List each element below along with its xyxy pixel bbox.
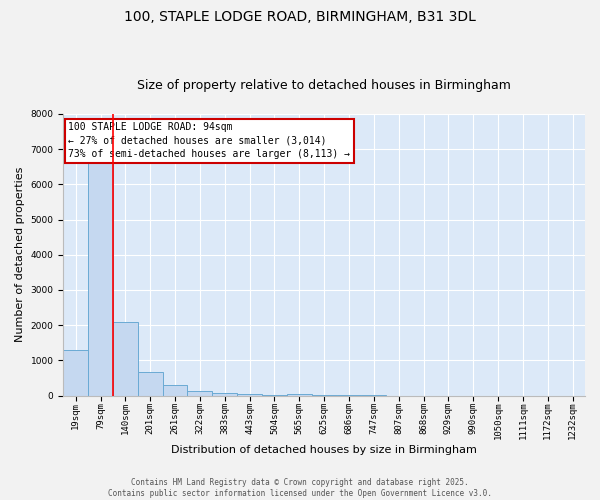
Bar bbox=[63, 350, 88, 396]
Bar bbox=[212, 393, 237, 396]
Bar bbox=[287, 394, 312, 396]
Bar bbox=[113, 322, 138, 396]
Text: 100, STAPLE LODGE ROAD, BIRMINGHAM, B31 3DL: 100, STAPLE LODGE ROAD, BIRMINGHAM, B31 … bbox=[124, 10, 476, 24]
Title: Size of property relative to detached houses in Birmingham: Size of property relative to detached ho… bbox=[137, 79, 511, 92]
Text: Contains HM Land Registry data © Crown copyright and database right 2025.
Contai: Contains HM Land Registry data © Crown c… bbox=[108, 478, 492, 498]
Bar bbox=[138, 372, 163, 396]
Bar bbox=[163, 385, 187, 396]
Text: 100 STAPLE LODGE ROAD: 94sqm
← 27% of detached houses are smaller (3,014)
73% of: 100 STAPLE LODGE ROAD: 94sqm ← 27% of de… bbox=[68, 122, 350, 159]
Bar bbox=[88, 164, 113, 396]
Bar bbox=[262, 395, 287, 396]
Y-axis label: Number of detached properties: Number of detached properties bbox=[15, 167, 25, 342]
Bar bbox=[237, 394, 262, 396]
Bar bbox=[187, 391, 212, 396]
X-axis label: Distribution of detached houses by size in Birmingham: Distribution of detached houses by size … bbox=[171, 445, 477, 455]
